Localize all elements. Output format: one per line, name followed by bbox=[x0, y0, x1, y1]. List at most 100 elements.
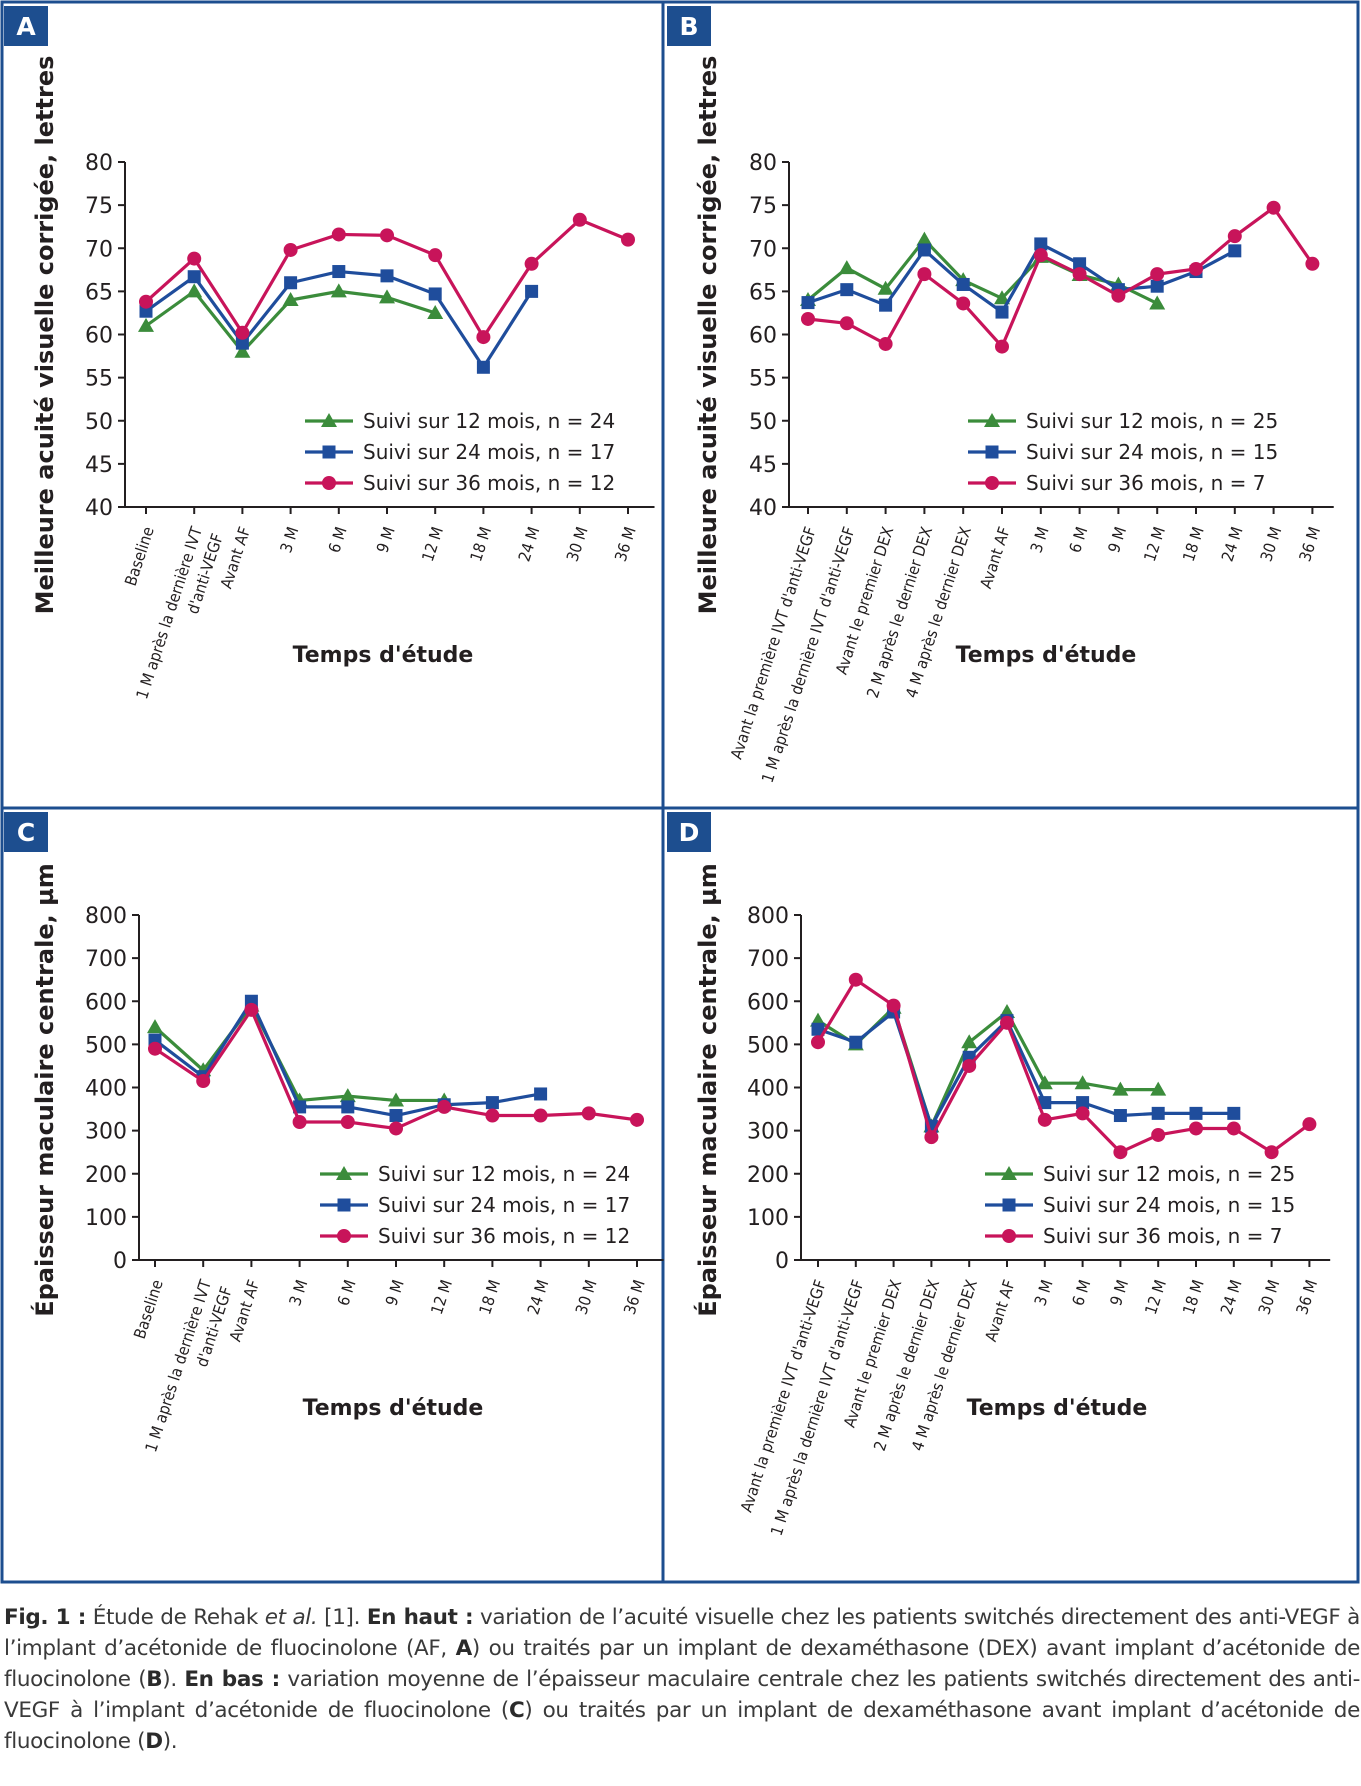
figure-caption: Fig. 1 : Étude de Rehak et al. [1]. En h… bbox=[4, 1602, 1360, 1757]
y-axis-title: Meilleure acuité visuelle corrigée, lett… bbox=[31, 56, 59, 615]
data-point bbox=[573, 213, 587, 227]
x-tick-label-line: 30 M bbox=[1256, 524, 1285, 563]
x-tick-label-line: Baseline bbox=[121, 524, 158, 588]
x-tick-label: Avant AF bbox=[981, 1277, 1019, 1343]
data-point bbox=[957, 278, 970, 291]
panel-letter: D bbox=[679, 818, 700, 847]
x-tick-label-line: 9 M bbox=[1106, 1277, 1132, 1308]
data-point bbox=[148, 1042, 162, 1056]
data-point bbox=[802, 296, 815, 309]
x-tick-label: 3 M bbox=[285, 1277, 311, 1308]
data-point bbox=[924, 1130, 938, 1144]
x-tick-label-line: 18 M bbox=[1179, 1277, 1208, 1316]
y-tick-label: 300 bbox=[747, 1120, 789, 1145]
x-tick-label-line: 3 M bbox=[1030, 1277, 1056, 1308]
legend-label: Suivi sur 24 mois, n = 15 bbox=[1026, 440, 1278, 464]
data-point bbox=[879, 337, 893, 351]
x-tick-label: Baseline bbox=[130, 1277, 167, 1341]
data-point bbox=[477, 361, 490, 374]
y-tick-label: 65 bbox=[85, 280, 113, 305]
data-point bbox=[381, 269, 394, 282]
x-tick-label-line: Avant AF bbox=[216, 524, 254, 590]
data-point bbox=[341, 1100, 354, 1113]
x-tick-label: 24 M bbox=[1217, 1277, 1246, 1316]
data-point bbox=[1189, 262, 1203, 276]
data-point bbox=[630, 1113, 644, 1127]
data-point bbox=[525, 285, 538, 298]
x-tick-label-line: 30 M bbox=[563, 524, 592, 563]
data-point bbox=[1305, 257, 1319, 271]
data-point bbox=[1190, 1107, 1203, 1120]
y-tick-label: 800 bbox=[85, 904, 127, 929]
x-tick-label: 6 M bbox=[1068, 1277, 1094, 1308]
x-tick-label: 12 M bbox=[418, 524, 447, 563]
x-tick-label-line: 3 M bbox=[1026, 524, 1052, 555]
legend-marker bbox=[1003, 1199, 1016, 1212]
y-tick-label: 500 bbox=[85, 1033, 127, 1058]
x-tick-label-line: 30 M bbox=[1254, 1277, 1283, 1316]
y-tick-label: 700 bbox=[85, 947, 127, 972]
caption-letter-d: D bbox=[145, 1729, 163, 1754]
y-tick-label: 60 bbox=[85, 324, 113, 349]
data-point bbox=[188, 270, 201, 283]
x-tick-label-line: Baseline bbox=[130, 1277, 167, 1341]
x-axis-title: Temps d'étude bbox=[303, 1396, 484, 1421]
data-point bbox=[534, 1087, 547, 1100]
data-point bbox=[1111, 289, 1125, 303]
y-tick-label: 700 bbox=[747, 947, 789, 972]
data-point bbox=[1151, 280, 1164, 293]
x-tick-label: 24 M bbox=[514, 524, 543, 563]
x-tick-label-line: 6 M bbox=[1068, 1277, 1094, 1308]
y-tick-label: 0 bbox=[775, 1249, 789, 1274]
y-axis-title: Meilleure acuité visuelle corrigée, lett… bbox=[694, 56, 722, 615]
data-point bbox=[839, 260, 855, 274]
data-point bbox=[485, 1109, 499, 1123]
x-tick-label: Baseline bbox=[121, 524, 158, 588]
data-point bbox=[1034, 248, 1048, 262]
data-point bbox=[962, 1059, 976, 1073]
data-point bbox=[996, 306, 1009, 319]
x-tick-label: 30 M bbox=[563, 524, 592, 563]
x-tick-label: 30 M bbox=[1256, 524, 1285, 563]
x-tick-label-line: 24 M bbox=[523, 1277, 552, 1316]
x-tick-label: 3 M bbox=[1026, 524, 1052, 555]
x-tick-label-line: 3 M bbox=[276, 524, 302, 555]
data-point bbox=[196, 1074, 210, 1088]
data-point bbox=[332, 265, 345, 278]
data-point bbox=[917, 267, 931, 281]
data-point bbox=[879, 299, 892, 312]
legend-label: Suivi sur 24 mois, n = 17 bbox=[378, 1193, 630, 1217]
legend-label: Suivi sur 12 mois, n = 25 bbox=[1026, 409, 1278, 433]
data-point bbox=[437, 1100, 451, 1114]
y-tick-label: 55 bbox=[85, 367, 113, 392]
x-tick-label: 12 M bbox=[427, 1277, 456, 1316]
legend-marker bbox=[323, 446, 336, 459]
legend-label: Suivi sur 12 mois, n = 24 bbox=[363, 409, 615, 433]
caption-text: [1]. bbox=[317, 1605, 366, 1630]
data-point bbox=[235, 326, 249, 340]
x-tick-label-line: 9 M bbox=[1104, 524, 1130, 555]
x-tick-label: 18 M bbox=[475, 1277, 504, 1316]
legend-marker bbox=[986, 446, 999, 459]
x-tick-label: 30 M bbox=[572, 1277, 601, 1316]
x-tick-label: 6 M bbox=[333, 1277, 359, 1308]
y-tick-label: 100 bbox=[747, 1206, 789, 1231]
x-tick-label-line: 36 M bbox=[620, 1277, 649, 1316]
data-point bbox=[1038, 1113, 1052, 1127]
x-tick-label-line: 18 M bbox=[1179, 524, 1208, 563]
data-point bbox=[1302, 1117, 1316, 1131]
data-point bbox=[1227, 1107, 1240, 1120]
data-point bbox=[293, 1115, 307, 1129]
panel-letter: C bbox=[17, 818, 35, 847]
y-tick-label: 400 bbox=[85, 1077, 127, 1102]
y-tick-label: 45 bbox=[85, 453, 113, 478]
legend-label: Suivi sur 36 mois, n = 12 bbox=[378, 1224, 630, 1248]
x-tick-label-line: 12 M bbox=[418, 524, 447, 563]
legend-label: Suivi sur 36 mois, n = 7 bbox=[1043, 1224, 1282, 1248]
data-point bbox=[849, 1036, 862, 1049]
data-point bbox=[1076, 1106, 1090, 1120]
data-point bbox=[341, 1115, 355, 1129]
